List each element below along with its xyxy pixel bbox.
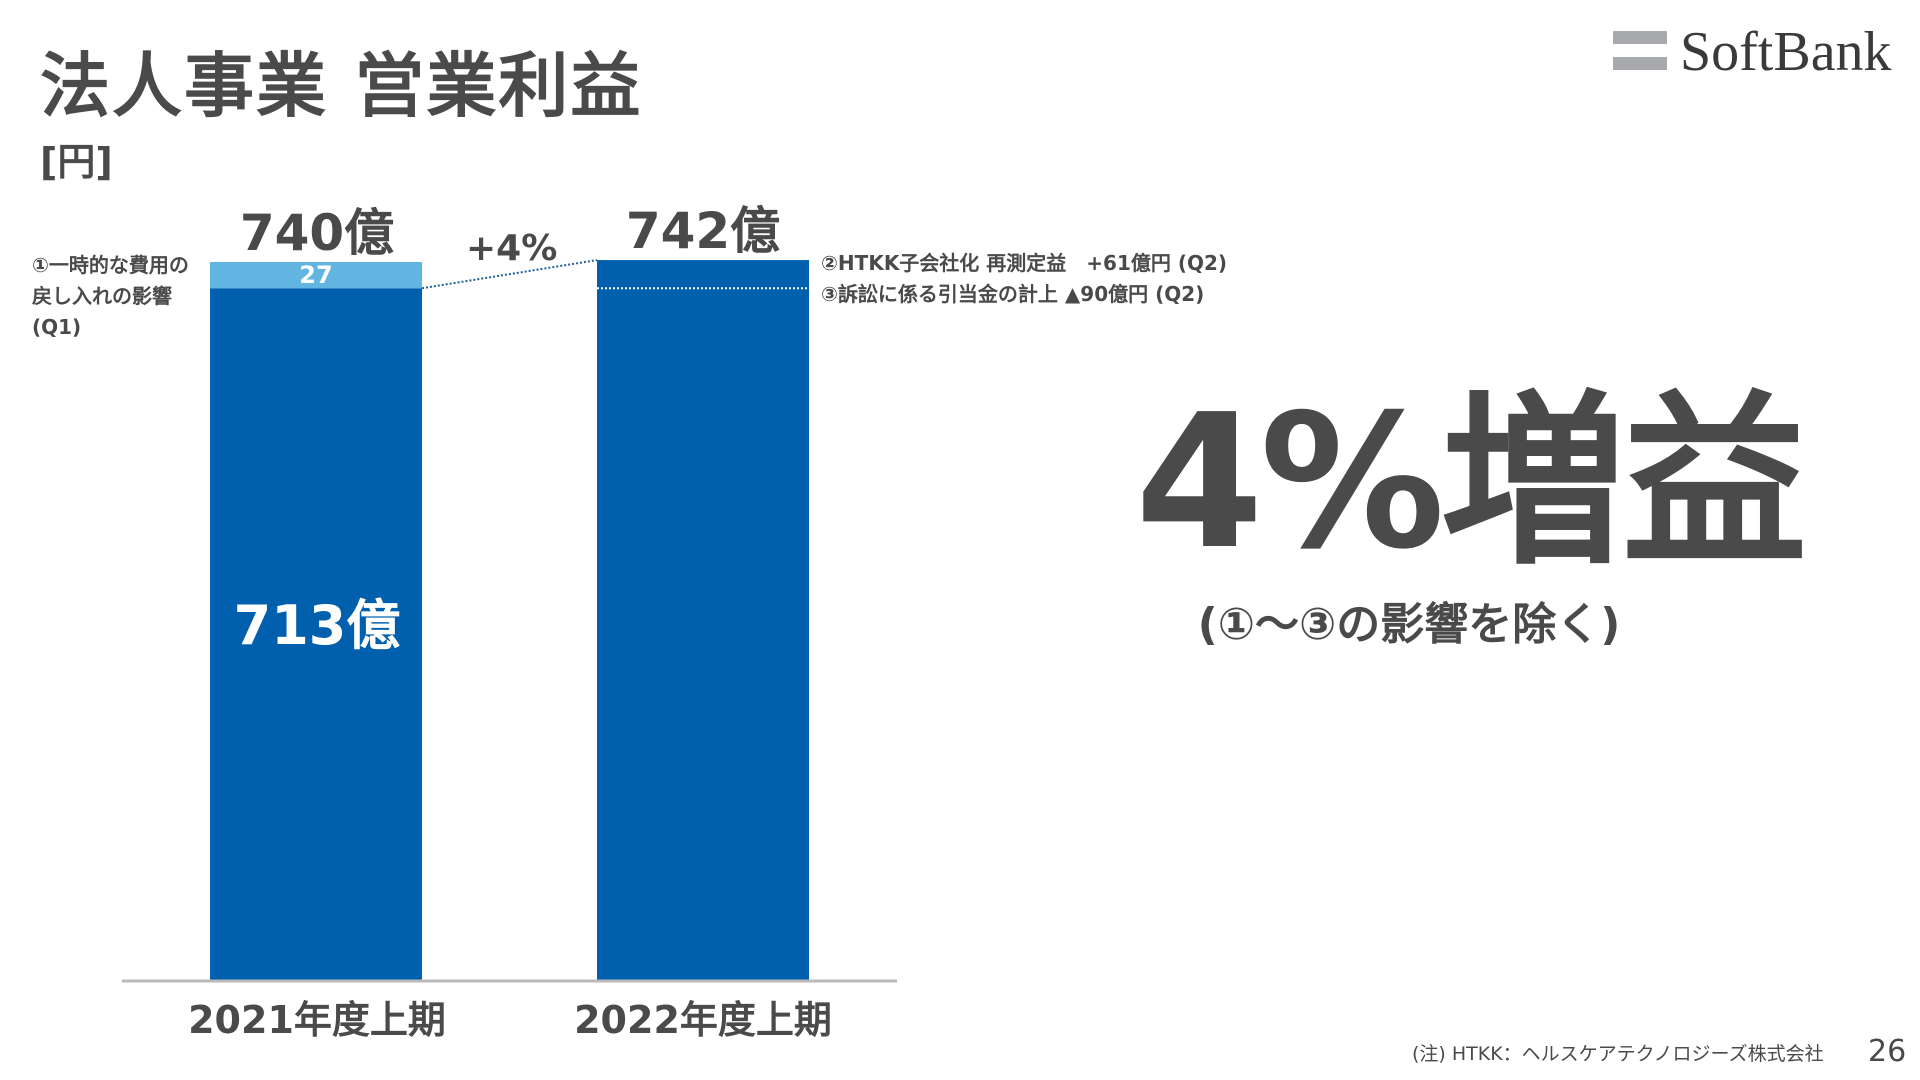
growth-connector-line	[421, 259, 598, 290]
total-label-2022: 742億	[625, 202, 781, 260]
footnote: (注) HTKK：ヘルスケアテクノロジーズ株式会社	[1412, 1043, 1824, 1065]
bar-segment-base	[210, 288, 422, 982]
page-title: 法人事業 営業利益	[40, 45, 643, 127]
logo-bar-icon	[1613, 57, 1667, 70]
bar-segment-base	[597, 260, 809, 981]
annotation-line: 戻し入れの影響	[32, 284, 172, 308]
annotation-line: ①一時的な費用の	[32, 253, 189, 277]
annotation-left: ①一時的な費用の 戻し入れの影響 (Q1)	[32, 250, 189, 343]
base-label-2021: 713億	[233, 594, 401, 657]
headline: 4%増益	[1135, 374, 1807, 590]
total-label-2021: 740億	[239, 204, 395, 262]
annotation-line: ②HTKK子会社化 再測定益 +61億円 (Q2)	[821, 251, 1228, 275]
category-label-2021: 2021年度上期	[188, 998, 446, 1042]
growth-label: +4%	[466, 228, 558, 269]
segment-label-one-off: 27	[299, 261, 332, 289]
bar-segment-one-off	[210, 262, 422, 289]
unit-label: [円]	[40, 140, 113, 184]
headline-subtext: (①〜③の影響を除く)	[1197, 599, 1621, 650]
page-number: 26	[1868, 1034, 1907, 1069]
category-label-2022: 2022年度上期	[574, 998, 832, 1042]
annotation-line: ③訴訟に係る引当金の計上 ▲90億円 (Q2)	[821, 282, 1205, 306]
logo-bar-icon	[1613, 31, 1667, 44]
annotation-right: ②HTKK子会社化 再測定益 +61億円 (Q2) ③訴訟に係る引当金の計上 ▲…	[821, 248, 1227, 310]
logo-text: SoftBank	[1680, 21, 1892, 83]
annotation-line: (Q1)	[32, 315, 82, 339]
